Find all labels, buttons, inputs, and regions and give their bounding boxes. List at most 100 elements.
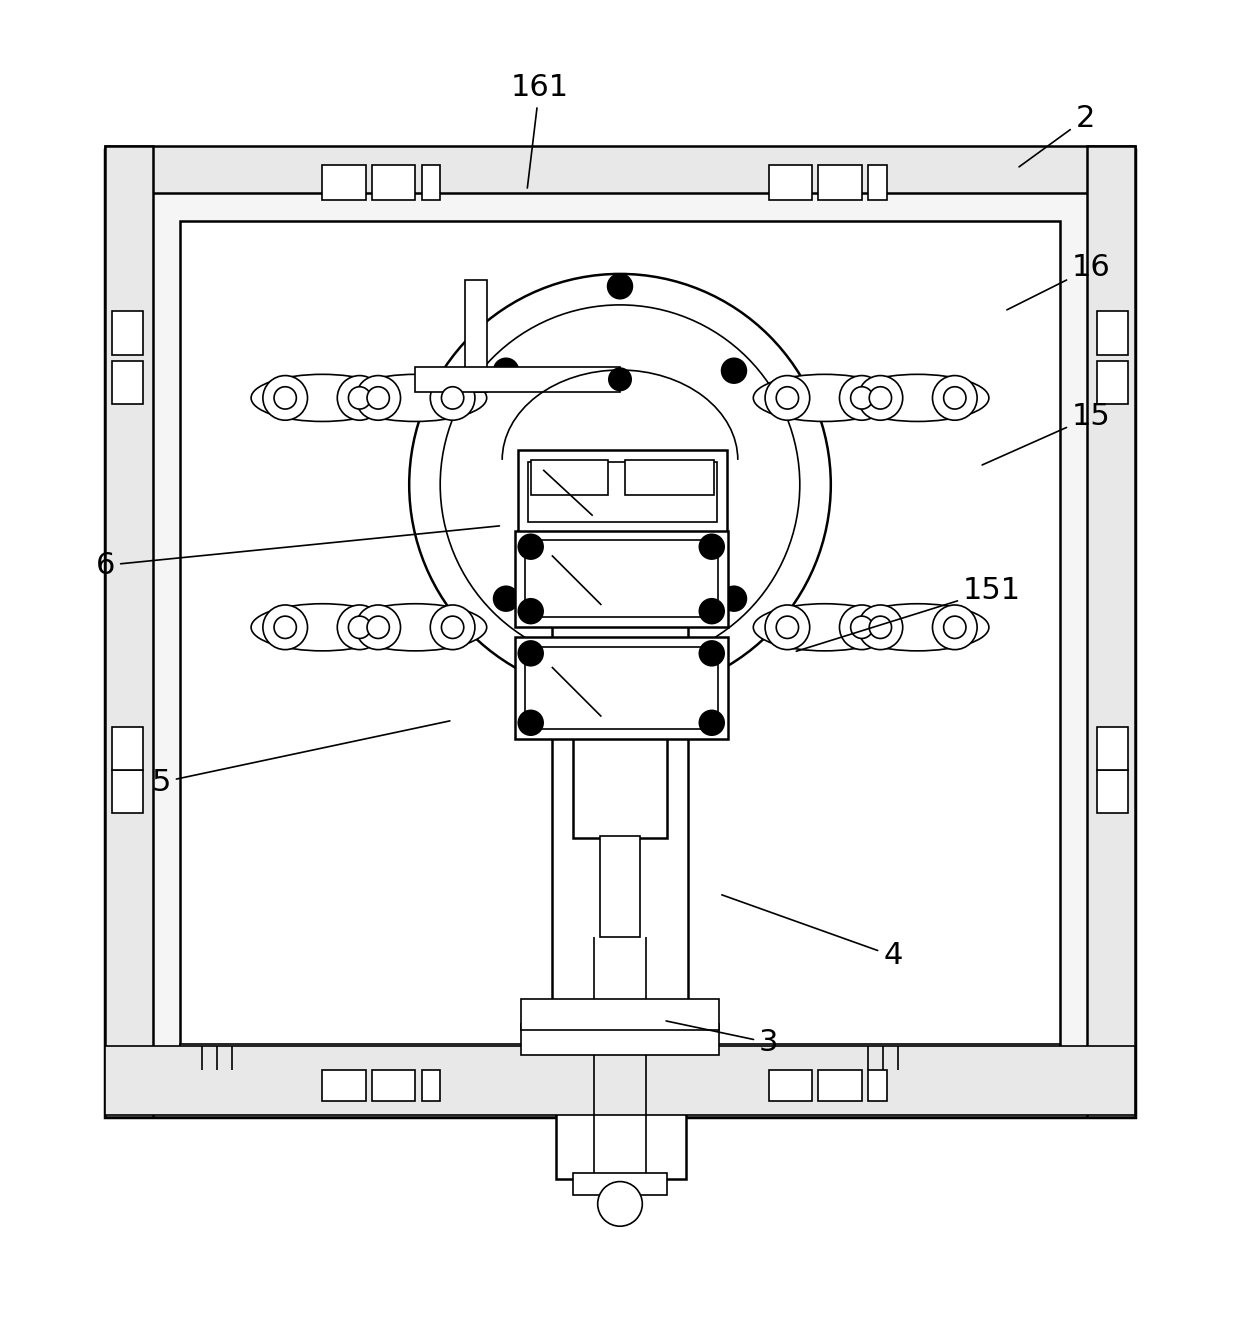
Circle shape xyxy=(430,376,475,420)
Circle shape xyxy=(609,368,631,391)
Ellipse shape xyxy=(250,375,394,421)
Circle shape xyxy=(869,387,892,409)
Bar xyxy=(1097,727,1128,769)
Circle shape xyxy=(263,605,308,650)
Circle shape xyxy=(367,387,389,409)
Bar xyxy=(518,451,727,534)
Bar xyxy=(573,1174,667,1195)
Bar xyxy=(552,516,688,1043)
Circle shape xyxy=(274,617,296,638)
Bar xyxy=(112,769,143,813)
Text: 151: 151 xyxy=(796,575,1021,651)
Circle shape xyxy=(356,605,401,650)
Circle shape xyxy=(367,617,389,638)
Text: 3: 3 xyxy=(666,1021,779,1057)
Circle shape xyxy=(699,534,724,560)
Bar xyxy=(625,460,714,494)
Circle shape xyxy=(494,586,518,611)
Bar xyxy=(1087,146,1135,1118)
Bar xyxy=(180,221,1060,1049)
Circle shape xyxy=(944,617,966,638)
Text: 4: 4 xyxy=(722,894,903,970)
Ellipse shape xyxy=(345,375,486,421)
Bar xyxy=(180,1045,1060,1071)
Bar xyxy=(525,541,718,618)
Bar xyxy=(422,1070,440,1100)
Circle shape xyxy=(869,617,892,638)
Circle shape xyxy=(858,605,903,650)
Circle shape xyxy=(776,387,799,409)
Circle shape xyxy=(518,641,543,666)
Bar xyxy=(415,367,620,392)
Bar xyxy=(515,637,728,739)
Ellipse shape xyxy=(345,603,486,651)
Circle shape xyxy=(337,605,382,650)
Bar xyxy=(818,1070,862,1100)
Bar xyxy=(105,146,1135,193)
Circle shape xyxy=(722,586,746,611)
Bar xyxy=(105,1046,1135,1115)
Ellipse shape xyxy=(754,375,895,421)
Text: 5: 5 xyxy=(151,720,450,797)
Bar xyxy=(105,146,153,1118)
Text: 2: 2 xyxy=(1019,105,1095,167)
Bar xyxy=(112,311,143,355)
Bar xyxy=(422,165,440,199)
Circle shape xyxy=(494,359,518,383)
Text: 15: 15 xyxy=(982,401,1111,465)
Circle shape xyxy=(348,387,371,409)
Circle shape xyxy=(440,304,800,664)
Circle shape xyxy=(858,376,903,420)
Circle shape xyxy=(851,617,873,638)
Bar xyxy=(1097,311,1128,355)
Circle shape xyxy=(839,605,884,650)
Circle shape xyxy=(598,1181,642,1227)
Bar xyxy=(818,165,862,199)
Bar xyxy=(600,836,640,937)
Text: 161: 161 xyxy=(511,73,568,189)
Ellipse shape xyxy=(754,603,895,651)
Circle shape xyxy=(608,274,632,299)
Circle shape xyxy=(430,605,475,650)
Bar xyxy=(521,1025,719,1055)
Circle shape xyxy=(699,641,724,666)
Circle shape xyxy=(932,605,977,650)
Circle shape xyxy=(699,711,724,735)
Circle shape xyxy=(518,534,543,560)
Circle shape xyxy=(356,376,401,420)
Circle shape xyxy=(263,376,308,420)
Bar xyxy=(531,460,608,494)
Bar xyxy=(372,1070,415,1100)
Bar xyxy=(112,360,143,404)
Bar xyxy=(525,647,718,730)
Text: 6: 6 xyxy=(95,526,500,579)
Circle shape xyxy=(944,387,966,409)
Bar xyxy=(465,280,487,392)
Circle shape xyxy=(348,617,371,638)
Ellipse shape xyxy=(250,603,394,651)
Bar xyxy=(769,165,812,199)
Circle shape xyxy=(765,376,810,420)
Bar xyxy=(515,530,728,627)
Circle shape xyxy=(337,376,382,420)
Bar xyxy=(105,150,1135,1118)
Circle shape xyxy=(409,274,831,695)
Circle shape xyxy=(722,359,746,383)
Circle shape xyxy=(441,617,464,638)
Bar xyxy=(868,1070,887,1100)
Bar xyxy=(556,932,686,1179)
Circle shape xyxy=(765,605,810,650)
Bar xyxy=(322,1070,366,1100)
Bar xyxy=(112,727,143,769)
Bar xyxy=(528,462,717,522)
Circle shape xyxy=(776,617,799,638)
Circle shape xyxy=(518,711,543,735)
Circle shape xyxy=(699,599,724,623)
Bar xyxy=(322,165,366,199)
Bar xyxy=(573,736,667,839)
Bar xyxy=(105,1070,1135,1118)
Circle shape xyxy=(851,387,873,409)
Bar xyxy=(769,1070,812,1100)
Bar xyxy=(372,165,415,199)
Text: 16: 16 xyxy=(1007,254,1111,310)
